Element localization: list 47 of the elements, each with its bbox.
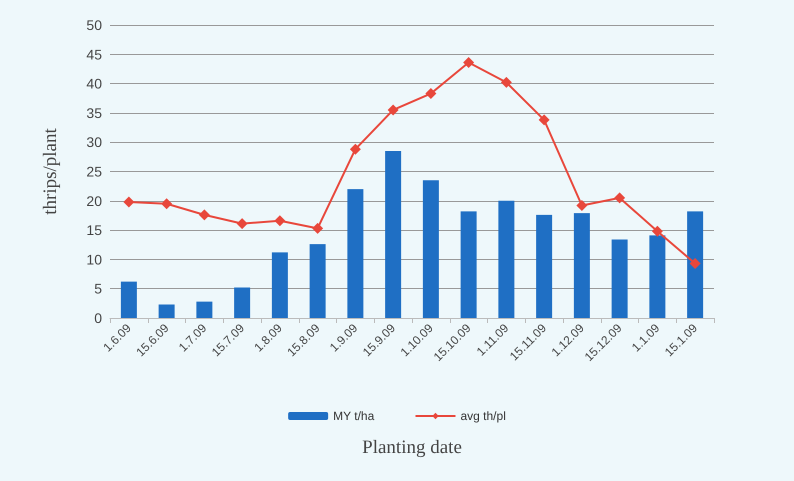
point xyxy=(198,209,210,220)
y-tick-label: 10 xyxy=(86,251,102,268)
point xyxy=(463,57,474,68)
bar xyxy=(536,214,552,318)
bar xyxy=(158,304,175,318)
point xyxy=(312,222,324,234)
y-tick-label: 15 xyxy=(86,222,102,238)
point xyxy=(690,258,701,269)
y-tick-label: 20 xyxy=(86,192,102,209)
y-tick-label: 5 xyxy=(94,280,102,297)
y-tick-label: 35 xyxy=(86,104,102,121)
bar xyxy=(347,189,364,318)
x-axis-title: Planting date xyxy=(362,437,462,458)
y-tick-label: 0 xyxy=(94,310,102,326)
bar xyxy=(385,150,402,318)
y-axis-title: thrips/plant xyxy=(40,128,61,215)
bar xyxy=(498,200,514,318)
y-tick-label: 30 xyxy=(86,134,102,150)
bar xyxy=(649,235,666,318)
bar xyxy=(120,282,137,318)
y-tick-label: 40 xyxy=(86,76,102,92)
y-tick-label: 25 xyxy=(86,164,102,180)
point xyxy=(274,215,286,226)
bar xyxy=(460,211,477,318)
point xyxy=(576,200,588,211)
legend-label: MY t/ha xyxy=(333,409,375,423)
point xyxy=(123,196,134,208)
point xyxy=(350,144,361,155)
bar xyxy=(234,288,250,318)
bar xyxy=(310,244,326,318)
bar xyxy=(272,252,288,318)
bar xyxy=(196,302,212,318)
point xyxy=(614,192,626,204)
legend-label: avg th/pl xyxy=(460,409,506,423)
bar xyxy=(574,213,590,318)
point xyxy=(388,104,399,116)
bar xyxy=(612,239,628,318)
bar xyxy=(687,211,704,318)
y-tick-label: 45 xyxy=(86,46,102,62)
point xyxy=(500,76,512,88)
bar xyxy=(422,180,439,318)
point xyxy=(538,114,550,126)
y-tick-label: 50 xyxy=(86,17,102,33)
point xyxy=(236,218,248,230)
point xyxy=(425,88,436,100)
point xyxy=(652,226,663,237)
point xyxy=(161,198,172,210)
